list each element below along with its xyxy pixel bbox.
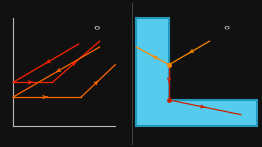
Circle shape bbox=[225, 27, 229, 29]
Circle shape bbox=[96, 27, 98, 28]
Polygon shape bbox=[136, 18, 257, 126]
Circle shape bbox=[226, 27, 228, 28]
Polygon shape bbox=[216, 17, 246, 34]
Circle shape bbox=[95, 27, 99, 29]
Polygon shape bbox=[85, 16, 118, 34]
